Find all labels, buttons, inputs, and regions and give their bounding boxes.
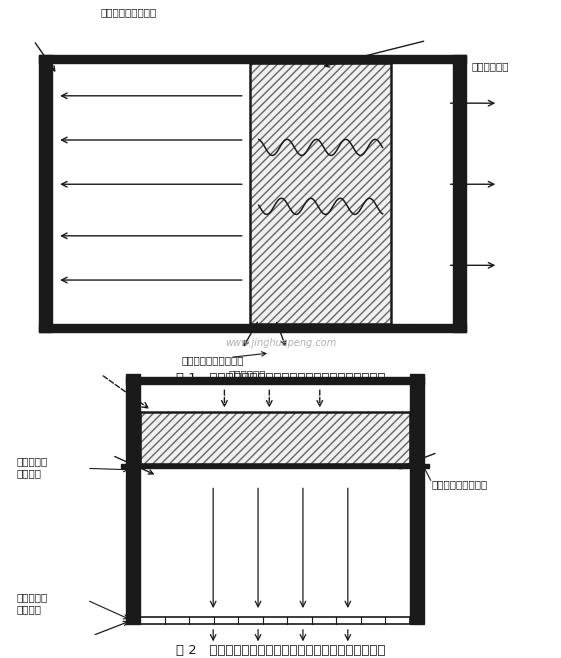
Bar [453, 55, 466, 332]
Bar [140, 617, 410, 624]
Text: 从外部诱入
的气溶胶: 从外部诱入 的气溶胶 [17, 456, 48, 478]
Bar [39, 55, 52, 332]
Text: 从缝隙中诱入的气溶胶: 从缝隙中诱入的气溶胶 [182, 355, 245, 365]
Text: 图 2   气溶胶泄漏和诱入到垂直层流洁净工作台的示意图: 图 2 气溶胶泄漏和诱入到垂直层流洁净工作台的示意图 [176, 644, 385, 657]
Bar [410, 324, 466, 332]
Bar [126, 374, 140, 624]
Bar [140, 412, 410, 464]
Bar [126, 377, 424, 384]
Bar [140, 412, 410, 464]
Bar [121, 464, 429, 468]
Text: 从外部诱入的气溶胶: 从外部诱入的气溶胶 [101, 7, 157, 17]
Bar [39, 324, 410, 332]
Bar [410, 55, 466, 63]
Text: 泄漏的气溶胶: 泄漏的气溶胶 [471, 61, 509, 71]
Text: 泄漏的气溶胶: 泄漏的气溶胶 [228, 369, 265, 379]
Bar [250, 63, 391, 324]
Text: 从外部诱入
的气溶胶: 从外部诱入 的气溶胶 [17, 592, 48, 614]
Text: 图 1   气溶胶泄漏和诱入到水平层流洁净工作台的示意图: 图 1 气溶胶泄漏和诱入到水平层流洁净工作台的示意图 [176, 372, 385, 385]
Bar [410, 374, 424, 624]
Text: 从缝隙诱入的气溶胶: 从缝隙诱入的气溶胶 [432, 479, 488, 490]
Bar [250, 63, 391, 324]
Text: www.jinghuapeng.com: www.jinghuapeng.com [225, 338, 336, 348]
Bar [39, 55, 410, 63]
